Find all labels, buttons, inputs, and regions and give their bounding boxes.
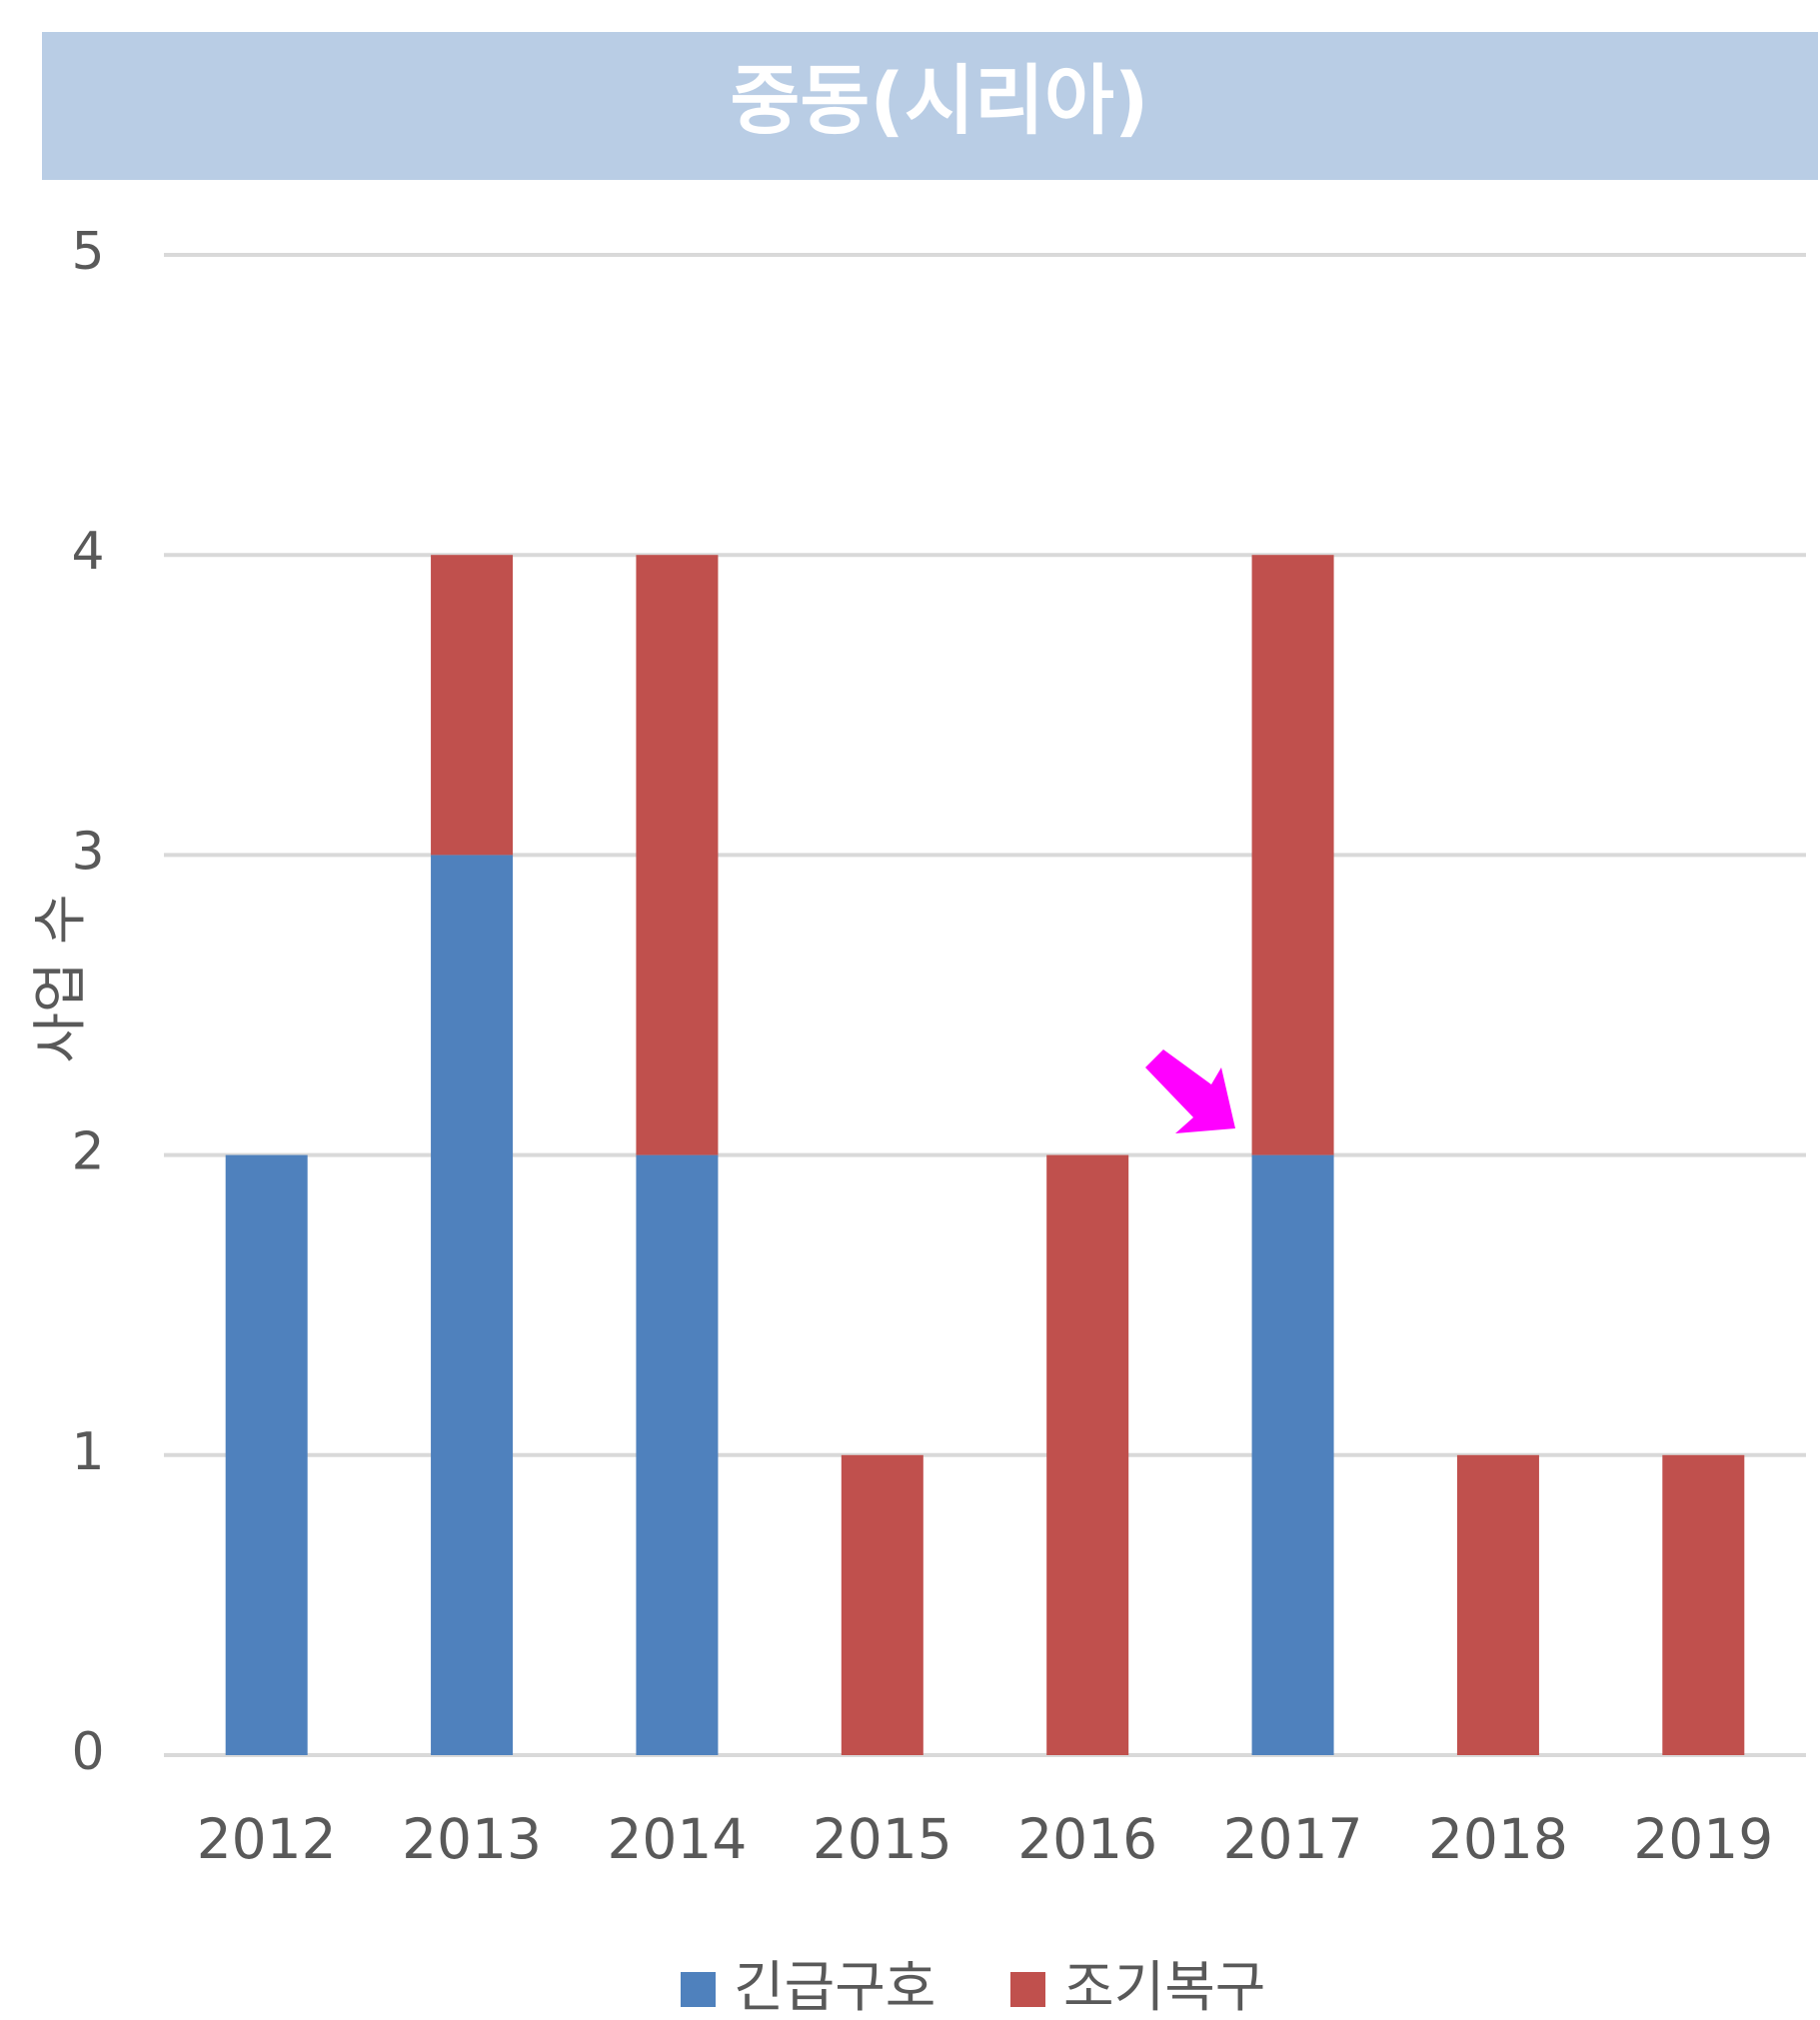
y-tick-label: 3 xyxy=(71,822,104,882)
x-tick-label: 2012 xyxy=(197,1807,337,1871)
title-band xyxy=(42,32,1818,180)
bar-segment xyxy=(1251,555,1334,1155)
x-tick-label: 2015 xyxy=(813,1807,952,1871)
bar-segment xyxy=(841,1454,923,1755)
y-tick-label: 1 xyxy=(71,1422,104,1482)
legend-label: 긴급구호 xyxy=(734,1955,935,2019)
x-tick-label: 2013 xyxy=(402,1807,542,1871)
y-tick-label: 4 xyxy=(71,522,104,582)
x-tick-label: 2018 xyxy=(1428,1807,1568,1871)
y-tick-label: 0 xyxy=(71,1722,104,1782)
bar-segment xyxy=(1456,1454,1539,1755)
x-tick-label: 2016 xyxy=(1017,1807,1157,1871)
bar-segment xyxy=(1046,1154,1129,1755)
x-tick-label: 2014 xyxy=(607,1807,747,1871)
x-tick-label: 2017 xyxy=(1223,1807,1363,1871)
bar-segment xyxy=(431,855,514,1755)
bar-segment xyxy=(636,1154,719,1755)
annotation-arrow xyxy=(1145,1049,1235,1133)
chart-title: 중동(시리아) xyxy=(730,56,1148,145)
y-tick-label: 2 xyxy=(71,1122,104,1182)
bar-segment xyxy=(1662,1454,1745,1755)
bar-segment xyxy=(225,1154,308,1755)
bar-segment xyxy=(1251,1154,1334,1755)
legend-label: 조기복구 xyxy=(1063,1955,1265,2019)
bar-segment xyxy=(636,555,719,1155)
y-tick-label: 5 xyxy=(71,222,104,282)
bar-segment xyxy=(431,555,514,856)
legend-swatch xyxy=(1010,1972,1045,2007)
legend-swatch xyxy=(681,1972,716,2007)
y-axis-label: 사업 수 xyxy=(28,894,92,1062)
x-tick-label: 2019 xyxy=(1633,1807,1773,1871)
